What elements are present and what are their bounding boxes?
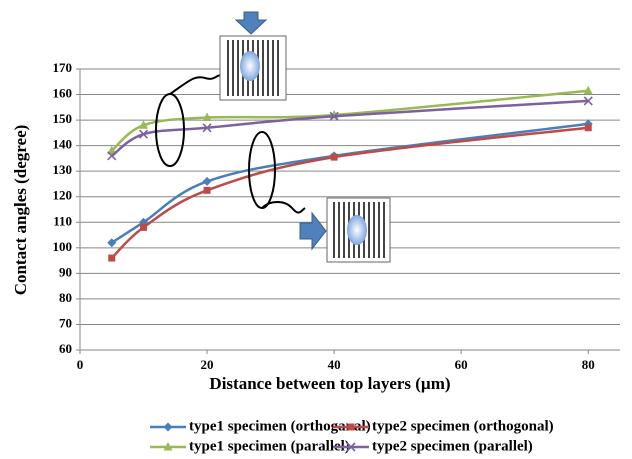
legend-label: type2 specimen (orthogonal)	[372, 418, 554, 434]
y-tick-label: 160	[53, 86, 73, 101]
x-axis-title: Distance between top layers (µm)	[209, 374, 450, 393]
legend-marker	[348, 424, 355, 431]
legend-marker	[164, 423, 173, 432]
y-tick-label: 60	[59, 341, 72, 356]
connector	[170, 75, 222, 94]
specimen-icon	[220, 12, 286, 100]
y-tick-label: 150	[53, 111, 73, 126]
y-tick-label: 130	[53, 162, 73, 177]
marker	[204, 187, 211, 194]
y-tick-label: 90	[59, 264, 72, 279]
legend-label: type2 specimen (parallel)	[372, 438, 533, 454]
annotation	[156, 12, 390, 262]
y-tick-label: 170	[53, 60, 73, 75]
x-tick-label: 60	[455, 357, 468, 372]
specimen-icon	[300, 198, 390, 262]
y-tick-label: 110	[53, 213, 72, 228]
x-tick-label: 20	[201, 357, 214, 372]
x-tick-label: 80	[582, 357, 595, 372]
connector	[262, 202, 305, 213]
y-tick-label: 140	[53, 137, 73, 152]
y-axis-title: Contact angles (degree)	[11, 125, 30, 296]
marker	[585, 124, 592, 131]
legend-label: type1 specimen (parallel)	[189, 438, 350, 454]
chart: Distance between top layers (µm) Contact…	[0, 0, 632, 459]
y-tick-label: 100	[53, 239, 73, 254]
y-tick-label: 70	[59, 315, 72, 330]
legend: type1 specimen (orthoganal)type2 specime…	[150, 418, 554, 454]
x-tick-label: 40	[328, 357, 341, 372]
x-tick-label: 0	[77, 357, 84, 372]
marker	[140, 224, 147, 231]
y-tick-label: 80	[59, 290, 72, 305]
marker	[203, 177, 212, 186]
marker	[331, 154, 338, 161]
marker	[108, 255, 115, 262]
y-tick-label: 120	[53, 188, 73, 203]
